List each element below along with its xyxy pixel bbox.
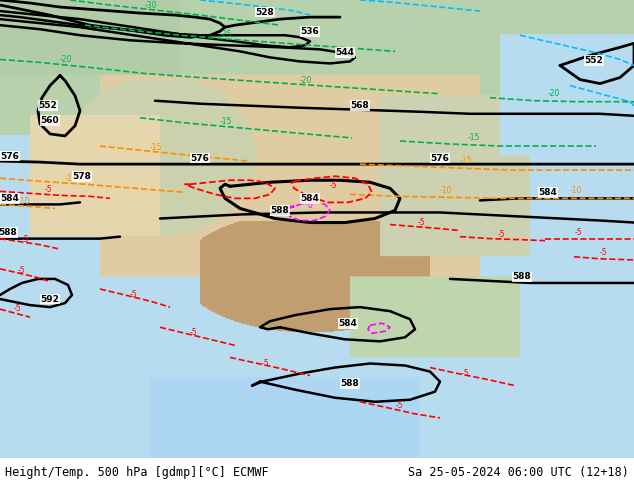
Text: -5: -5: [14, 304, 22, 313]
Text: 0: 0: [307, 201, 312, 210]
Text: -20: -20: [300, 75, 313, 85]
Text: -30: -30: [145, 1, 157, 10]
Text: 552: 552: [585, 56, 604, 65]
Text: -5: -5: [190, 328, 198, 337]
Text: 588: 588: [271, 206, 289, 215]
Text: -10: -10: [570, 186, 583, 196]
Text: -15: -15: [468, 133, 481, 142]
Text: 588: 588: [340, 379, 359, 388]
Text: Height/Temp. 500 hPa [gdmp][°C] ECMWF: Height/Temp. 500 hPa [gdmp][°C] ECMWF: [5, 466, 269, 479]
Text: 584: 584: [1, 194, 20, 203]
Text: 584: 584: [538, 188, 557, 197]
Text: 576: 576: [191, 153, 209, 163]
Text: 536: 536: [301, 27, 320, 36]
Text: -5: -5: [45, 185, 53, 195]
Text: -5: -5: [18, 266, 25, 275]
Text: -5: -5: [130, 290, 138, 299]
Text: 576: 576: [430, 153, 450, 163]
Text: -10: -10: [65, 174, 77, 183]
Text: -20: -20: [548, 89, 560, 98]
Text: -20: -20: [60, 55, 72, 64]
Text: 592: 592: [41, 294, 60, 304]
Text: -5: -5: [575, 228, 583, 237]
Text: 584: 584: [301, 194, 320, 203]
Text: -5: -5: [462, 368, 470, 378]
Text: 560: 560: [41, 116, 60, 125]
Text: Sa 25-05-2024 06:00 UTC (12+18): Sa 25-05-2024 06:00 UTC (12+18): [408, 466, 629, 479]
Text: 588: 588: [0, 228, 17, 237]
Text: -15: -15: [150, 143, 162, 152]
Text: -5: -5: [498, 230, 506, 239]
Text: -5: -5: [418, 218, 425, 226]
Text: 578: 578: [72, 172, 91, 181]
Text: 576: 576: [1, 151, 20, 161]
Text: 544: 544: [335, 48, 354, 57]
Text: -25: -25: [220, 30, 233, 39]
Text: -5: -5: [262, 359, 269, 368]
Text: 552: 552: [39, 101, 57, 110]
Text: -15: -15: [220, 117, 233, 126]
Text: -5: -5: [330, 181, 338, 190]
Text: -15: -15: [460, 156, 472, 165]
Text: 584: 584: [339, 318, 358, 328]
Text: -5: -5: [22, 235, 30, 244]
Text: 588: 588: [513, 272, 531, 281]
Text: -5: -5: [396, 401, 404, 410]
Text: -10: -10: [18, 197, 30, 206]
Text: -5: -5: [600, 248, 607, 257]
Text: -10: -10: [440, 186, 453, 196]
Text: 568: 568: [351, 101, 370, 110]
Text: 528: 528: [256, 7, 275, 17]
